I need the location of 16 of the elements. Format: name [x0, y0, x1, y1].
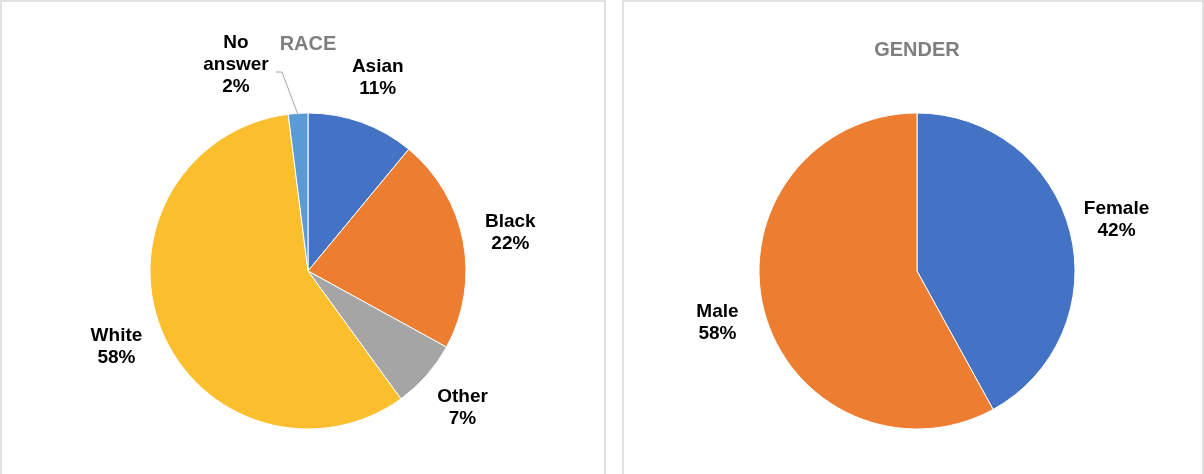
data-label: 58%	[698, 321, 737, 343]
slice-label: Female	[1083, 197, 1150, 219]
slice-label: Asian	[351, 54, 404, 76]
slice-label: Other	[437, 384, 489, 406]
data-label: 2%	[222, 74, 250, 96]
data-label: 7%	[448, 406, 477, 428]
slice-label: Black	[485, 209, 537, 231]
data-label: 22%	[491, 231, 530, 253]
chart-title: RACE	[279, 32, 337, 54]
slice-label: Male	[696, 299, 739, 321]
slice-label: White	[90, 324, 143, 346]
data-label: 11%	[359, 76, 397, 98]
chart-title: GENDER	[874, 38, 961, 60]
slice-label: No answer	[203, 30, 270, 74]
data-label: 58%	[97, 346, 136, 368]
data-label: 42%	[1097, 219, 1136, 241]
